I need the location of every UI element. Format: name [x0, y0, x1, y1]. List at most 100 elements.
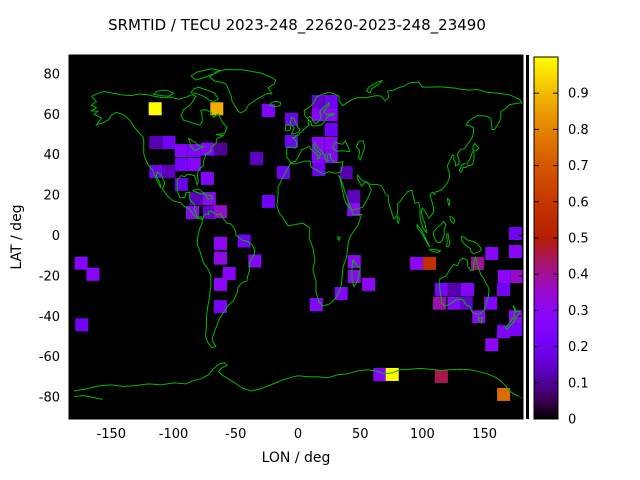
coastline	[365, 79, 383, 94]
heatmap-cell	[149, 165, 163, 179]
coastline	[269, 100, 282, 108]
coastline	[428, 248, 442, 254]
heatmap-cell	[497, 270, 511, 284]
heatmap-cell	[174, 157, 188, 171]
heatmap-cell	[187, 157, 201, 171]
coastline	[73, 362, 523, 399]
heatmap-cell	[214, 142, 228, 156]
heatmap-cell	[276, 166, 290, 180]
colorbar-tick-label: 0.2	[568, 340, 589, 355]
x-tick-label: -50	[225, 427, 246, 442]
coastline	[190, 68, 223, 81]
heatmap-cell	[324, 108, 338, 122]
heatmap-cell	[485, 247, 499, 261]
heatmap-cell	[434, 369, 448, 383]
heatmap-cell	[162, 135, 176, 149]
heatmap-cell	[222, 266, 236, 280]
coastline	[196, 210, 256, 349]
colorbar-tick-label: 0.9	[568, 87, 589, 102]
heatmap-cell	[86, 267, 100, 281]
y-tick-label: 0	[52, 229, 60, 244]
heatmap-cell	[510, 270, 523, 284]
heatmap-cell	[148, 102, 162, 116]
coastline	[192, 188, 207, 195]
heatmap-cell	[214, 277, 228, 291]
colorbar-tick-label: 0.6	[568, 195, 589, 210]
y-tick-label: -40	[39, 310, 60, 325]
heatmap-cell	[423, 256, 437, 270]
heatmap-cell	[250, 151, 264, 165]
plot-background	[69, 55, 523, 419]
coastline	[89, 90, 228, 220]
y-tick-label: 40	[43, 148, 60, 163]
coastline	[73, 395, 103, 400]
coastline	[152, 89, 175, 97]
heatmap-cell	[497, 325, 511, 339]
heatmap-cell	[162, 165, 176, 179]
coastline	[438, 255, 490, 315]
heatmap-cell	[214, 300, 228, 314]
heatmap-cell	[311, 136, 325, 150]
y-tick-label: -20	[39, 269, 60, 284]
coastline	[416, 224, 431, 248]
x-tick-label: -150	[97, 427, 127, 442]
chart-title: SRMTID / TECU 2023-248_22620-2023-248_23…	[108, 16, 486, 34]
heatmap-cell	[214, 205, 228, 219]
y-tick-label: -60	[39, 350, 60, 365]
heatmap-cell	[497, 387, 511, 401]
coastline	[285, 123, 292, 132]
x-tick-label: 100	[410, 427, 435, 442]
colorbar-tick-label: 0.3	[568, 304, 589, 319]
y-tick-label: -80	[39, 391, 60, 406]
heatmap-cell	[485, 338, 499, 352]
x-tick-label: -100	[159, 427, 189, 442]
heatmap-cell	[189, 192, 203, 206]
right-border-bar	[526, 55, 529, 419]
coastline	[205, 194, 214, 200]
heatmap-cell	[461, 282, 475, 296]
heatmap-cell	[261, 104, 275, 118]
map-layer	[73, 68, 523, 401]
coastline	[449, 215, 456, 225]
heatmap-cell	[334, 286, 348, 300]
heatmap-cell	[339, 166, 353, 180]
colorbar-tick-label: 0.1	[568, 376, 589, 391]
coastline	[190, 86, 220, 103]
heatmap-cell	[75, 318, 89, 332]
heatmap-cell	[362, 277, 376, 291]
heatmap-cell	[347, 190, 361, 204]
x-tick-label: 150	[472, 427, 497, 442]
heatmap-cell	[324, 94, 338, 108]
heatmap-cell	[311, 108, 325, 122]
heatmap-cell	[447, 296, 461, 310]
heatmap-cell	[433, 296, 447, 310]
heatmap-cell	[174, 177, 188, 191]
heatmap-cell	[174, 144, 188, 158]
colorbar-tick-label: 0	[568, 413, 576, 428]
y-axis-label: LAT / deg	[9, 204, 25, 270]
coastline	[396, 215, 400, 225]
heatmap-cell	[312, 163, 326, 177]
colorbar-tick-label: 0.7	[568, 159, 589, 174]
colorbar-tick-label: 0.5	[568, 232, 589, 247]
heatmap-cell	[74, 256, 88, 270]
heatmap-cell	[284, 134, 298, 148]
coastline	[458, 151, 475, 173]
heatmap-cell	[373, 367, 387, 381]
heatmap-cell	[214, 251, 228, 265]
coastline	[337, 236, 341, 242]
heatmap-cell	[149, 135, 163, 149]
coastline	[355, 140, 366, 161]
coastline	[477, 317, 483, 324]
coastline	[276, 81, 523, 307]
x-tick-label: 0	[294, 427, 302, 442]
heatmap-cell	[324, 136, 338, 150]
heatmap-cell	[508, 323, 522, 337]
coastline	[504, 317, 516, 331]
heatmap-cell	[447, 282, 461, 296]
coastline	[188, 137, 206, 152]
coastline	[433, 220, 447, 244]
coastline	[512, 304, 521, 320]
